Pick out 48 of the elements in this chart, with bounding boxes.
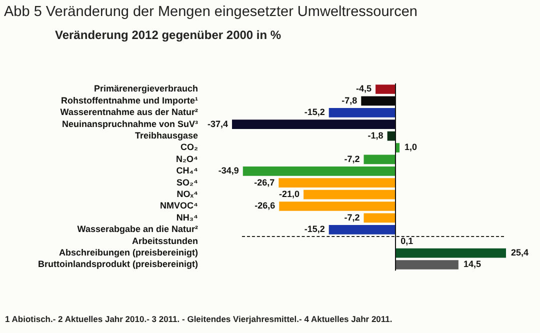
bar bbox=[328, 224, 396, 234]
y-tick-label: Bruttoinlandsprodukt (preisbereinigt) bbox=[38, 259, 198, 270]
y-tick-label: Arbeitsstunden bbox=[132, 236, 198, 246]
y-tick-label: SO₂⁴ bbox=[176, 177, 198, 188]
bar bbox=[395, 248, 506, 258]
bar bbox=[364, 154, 396, 164]
data-label: -7,8 bbox=[342, 95, 358, 106]
data-label: -4,5 bbox=[356, 84, 372, 94]
y-tick-label: NH₃⁴ bbox=[176, 212, 198, 222]
data-label: -7,2 bbox=[344, 212, 360, 222]
bar bbox=[232, 120, 396, 130]
data-label: -1,8 bbox=[368, 130, 384, 141]
y-tick-label: Wasserentnahme aus der Natur² bbox=[60, 107, 198, 118]
bar bbox=[278, 178, 396, 188]
bar bbox=[376, 84, 396, 94]
y-tick-label: Wasserabgabe an die Natur² bbox=[77, 224, 198, 234]
y-tick-label: NOₓ⁴ bbox=[176, 189, 198, 200]
data-label: 1,0 bbox=[404, 142, 418, 152]
y-tick-label: N₂O⁴ bbox=[176, 154, 198, 164]
bar bbox=[242, 166, 396, 176]
text: 1 Abiotisch.- 2 Aktuelles Jahr 2010.- 3 2011. - Gleitendes Vierjahresmittel.- 4 Aktuelles Jahr 2011. bbox=[5, 314, 392, 324]
y-tick-label: CO₂ bbox=[180, 142, 198, 152]
y-tick-label: Primärenergieverbrauch bbox=[94, 84, 198, 94]
bar bbox=[364, 213, 396, 223]
data-label: -34,9 bbox=[218, 166, 239, 176]
y-tick-label: CH₄⁴ bbox=[176, 166, 198, 176]
data-label: -37,4 bbox=[207, 118, 228, 129]
chart-subtitle: Veränderung 2012 gegenüber 2000 in % bbox=[55, 28, 282, 42]
bar bbox=[387, 131, 396, 141]
y-tick-label: Abschreibungen (preisbereinigt) bbox=[58, 248, 198, 258]
data-label: 0,1 bbox=[400, 236, 414, 246]
data-label: -26,7 bbox=[254, 177, 275, 188]
data-label: -15,2 bbox=[304, 107, 325, 118]
y-tick-label: Treibhausgase bbox=[134, 130, 198, 141]
y-tick-label: NMVOC⁴ bbox=[160, 200, 198, 211]
y-tick-label: Neuinanspruchnahme von SuV³ bbox=[62, 118, 198, 129]
bar bbox=[395, 260, 458, 270]
bar bbox=[304, 190, 396, 200]
data-label: -15,2 bbox=[304, 224, 325, 234]
data-label: -26,6 bbox=[254, 200, 276, 211]
bar bbox=[328, 108, 396, 118]
bar bbox=[279, 202, 396, 211]
data-label: -7,2 bbox=[344, 154, 360, 164]
data-label: -21,0 bbox=[279, 189, 300, 200]
y-tick-label: Rohstoffentnahme und Importe¹ bbox=[61, 95, 198, 106]
data-label: 14,5 bbox=[463, 259, 481, 270]
chart-title: Abb 5 Veränderung der Mengen eingesetzter Umweltressourcen bbox=[4, 4, 418, 20]
data-label: 25,4 bbox=[511, 248, 529, 258]
